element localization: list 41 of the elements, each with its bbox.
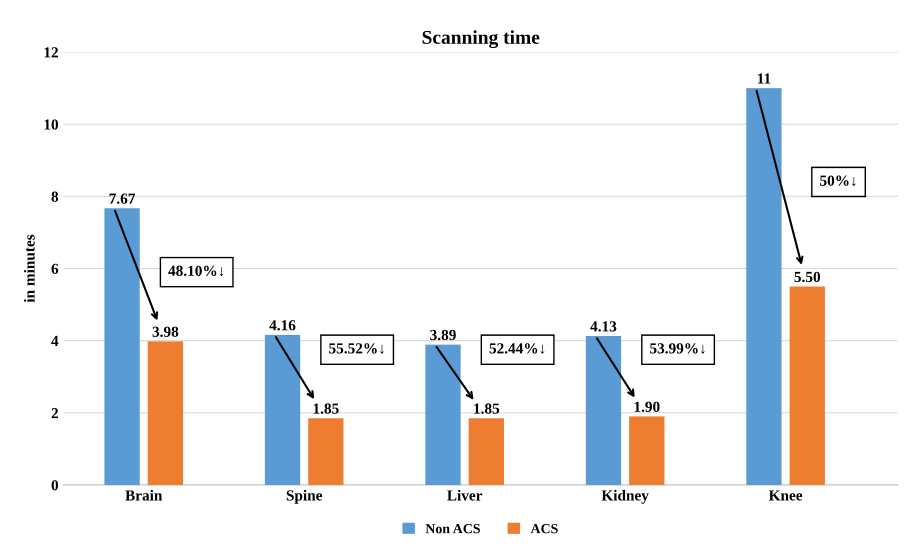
y-tick-label: 10 (44, 119, 58, 130)
bar (148, 341, 184, 485)
annotation: 52.44%↓ (490, 343, 544, 354)
y-tick-label: 4 (51, 336, 58, 346)
legend-label: Non ACS (426, 524, 480, 534)
annotation: 50%↓ (820, 175, 856, 186)
y-tick-label: 2 (52, 408, 58, 418)
y-tick-label: 12 (44, 47, 58, 58)
data-label: 11 (758, 73, 770, 84)
data-label: 4.16 (269, 320, 296, 330)
chart-title: Scanning time (422, 30, 540, 48)
data-label: 5.50 (794, 272, 820, 282)
data-label: 7.67 (110, 194, 136, 204)
annotation: 53.99%↓ (650, 343, 705, 354)
x-tick-label: Brain (125, 490, 162, 501)
data-label: 1.85 (314, 403, 339, 414)
y-tick-label: 8 (52, 192, 58, 202)
bar (790, 286, 825, 485)
data-label: 4.13 (590, 321, 616, 332)
annotation: 48.10%↓ (168, 266, 224, 276)
x-tick-label: Spine (286, 490, 322, 504)
y-tick-label: 6 (52, 264, 58, 274)
legend-label: ACS (530, 524, 558, 534)
bar (104, 208, 140, 485)
bar (308, 418, 344, 485)
data-label: 3.89 (430, 330, 456, 340)
bar (586, 336, 622, 485)
annotation: 55.52%↓ (329, 343, 384, 354)
x-tick-label: Liver (447, 490, 482, 501)
bar (468, 418, 504, 485)
x-tick-label: Knee (768, 490, 802, 501)
bar (746, 88, 782, 485)
bar (629, 416, 664, 485)
y-axis-title: in minutes (24, 234, 35, 302)
x-tick-label: Kidney (602, 490, 649, 504)
bar (425, 344, 461, 485)
bar (264, 334, 300, 485)
data-label: 3.98 (152, 326, 178, 337)
y-tick-label: 0 (52, 480, 58, 490)
data-label: 1.90 (634, 402, 660, 412)
data-label: 1.85 (474, 403, 500, 414)
